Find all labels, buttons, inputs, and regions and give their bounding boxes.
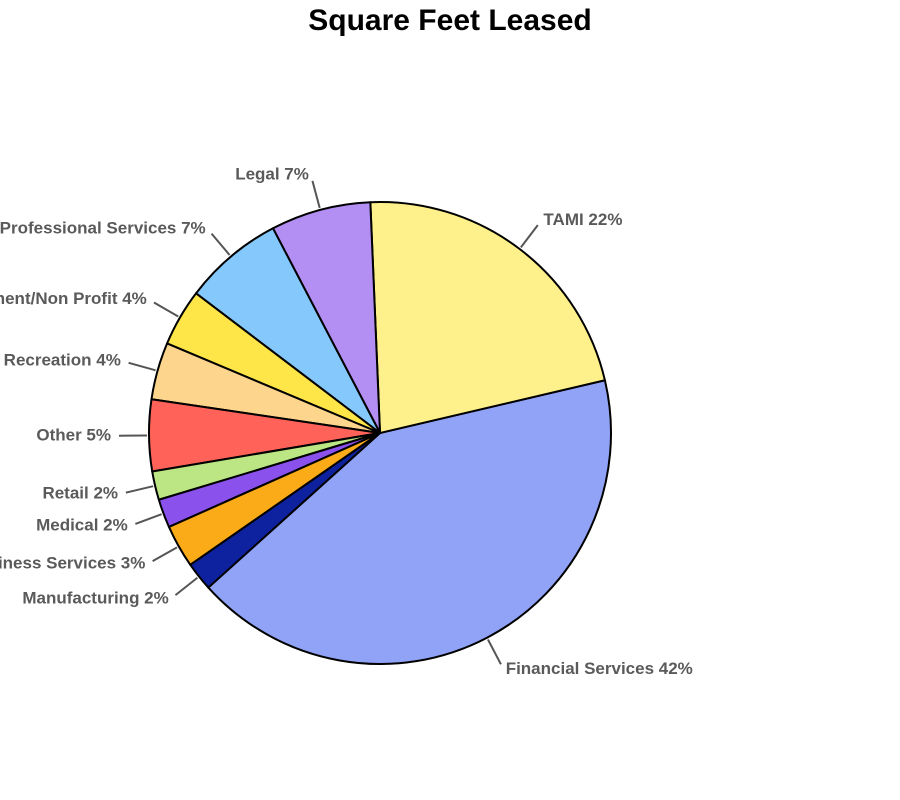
- leader-line-tami: [520, 224, 539, 249]
- pie-slice-legal: [271, 201, 381, 434]
- slice-label-professional-services: Professional Services 7%: [0, 219, 206, 238]
- pie-slice-professional-services: [195, 227, 381, 434]
- leader-line-financial-services: [487, 639, 502, 665]
- slice-label-business-services: Business Services 3%: [0, 554, 145, 573]
- slice-label-tami: TAMI 22%: [543, 210, 622, 229]
- leader-line-manufacturing: [174, 576, 199, 596]
- slice-labels: Financial Services 42% TAMI 22% Legal 7% Pr…: [0, 165, 693, 679]
- slice-label-government-non-profit: Government/Non Profit 4%: [0, 289, 147, 308]
- leader-line-government-non-profit: [153, 301, 179, 318]
- leader-line-arts-ent-recreation: [128, 361, 156, 372]
- pie-slice-manufacturing: [189, 432, 381, 589]
- slice-label-other: Other 5%: [36, 425, 111, 444]
- slice-label-retail: Retail 2%: [42, 483, 118, 502]
- leader-line-professional-services: [210, 233, 231, 256]
- slice-label-legal: Legal 7%: [235, 165, 309, 184]
- leader-line-medical: [135, 513, 162, 525]
- slice-label-medical: Medical 2%: [36, 516, 128, 535]
- slice-label-financial-services: Financial Services 42%: [506, 659, 693, 678]
- leader-line-retail: [125, 485, 154, 494]
- pie-slices: [148, 201, 612, 665]
- pie-slice-financial-services: [207, 379, 612, 665]
- label-leader-lines: [119, 180, 539, 665]
- pie-slice-tami: [369, 201, 606, 434]
- leader-line-business-services: [152, 546, 178, 562]
- slice-label-arts-ent-recreation: Arts,Ent. & Recreation 4%: [0, 351, 121, 370]
- slice-label-manufacturing: Manufacturing 2%: [22, 588, 168, 607]
- chart-title: Square Feet Leased: [308, 4, 592, 37]
- leader-line-legal: [311, 180, 321, 209]
